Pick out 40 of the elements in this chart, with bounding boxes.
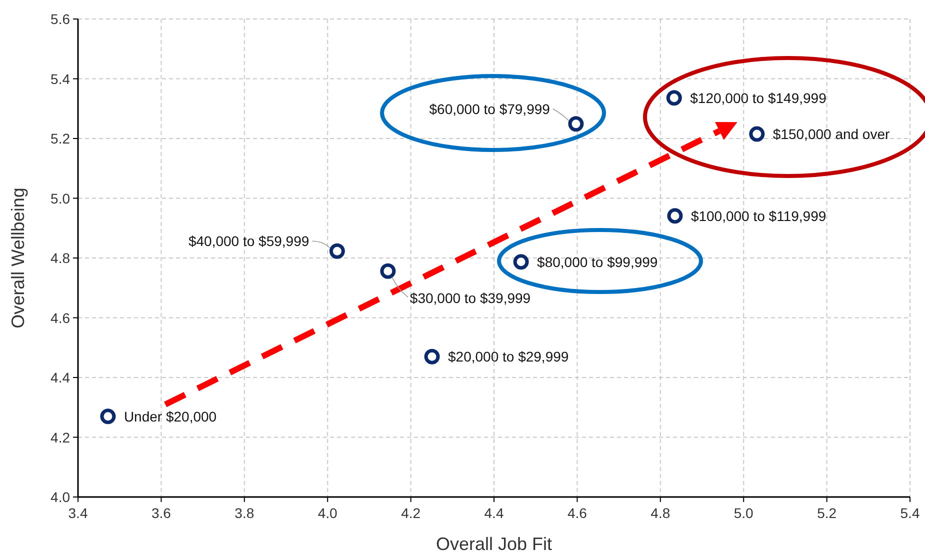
x-tick-label: 3.6 <box>151 505 172 521</box>
annotation: $30,000 to $39,999 <box>410 290 531 306</box>
point <box>666 90 682 106</box>
y-tick-label: 5.6 <box>50 11 70 27</box>
annotation: Under $20,000 <box>124 408 217 424</box>
x-tick-label: 5.4 <box>900 505 920 521</box>
y-tick-label: 5.2 <box>50 130 70 146</box>
point <box>100 408 116 424</box>
x-tick-label: 4.4 <box>484 505 504 521</box>
x-tick-label: 3.8 <box>234 505 254 521</box>
point <box>749 126 765 142</box>
x-tick-label: 4.6 <box>567 505 588 521</box>
y-tick-label: 5.0 <box>50 190 70 206</box>
x-axis-title: Overall Job Fit <box>436 534 552 554</box>
x-tick-label: 3.4 <box>68 505 88 521</box>
annotation: $100,000 to $119,999 <box>690 208 826 224</box>
annotation: $80,000 to $99,999 <box>537 254 658 270</box>
annotation: $20,000 to $29,999 <box>448 348 569 365</box>
y-tick-label: 5.4 <box>50 70 70 87</box>
x-tick-label: 5.2 <box>817 505 837 521</box>
annotation: $150,000 and over <box>772 126 890 142</box>
annotation: $120,000 to $149,999 <box>690 90 827 106</box>
annotation: $40,000 to $59,999 <box>188 233 310 250</box>
y-tick-label: 4.4 <box>50 370 70 386</box>
annotation: $60,000 to $79,999 <box>429 100 550 117</box>
x-tick-label: 4.8 <box>650 505 670 521</box>
point <box>513 254 529 270</box>
x-tick-label: 4.2 <box>401 505 421 521</box>
y-tick-label: 4.0 <box>50 489 70 505</box>
x-tick-label: 5.0 <box>734 505 754 521</box>
point <box>424 348 440 364</box>
x-tick-label: 4.0 <box>318 505 338 521</box>
point <box>667 208 683 224</box>
point <box>568 116 584 132</box>
y-tick-label: 4.2 <box>50 429 70 446</box>
point <box>380 263 396 279</box>
y-tick-label: 4.6 <box>50 310 70 326</box>
point <box>329 243 345 259</box>
y-axis-title: Overall Wellbeing <box>8 188 28 328</box>
y-tick-label: 4.8 <box>50 250 70 266</box>
